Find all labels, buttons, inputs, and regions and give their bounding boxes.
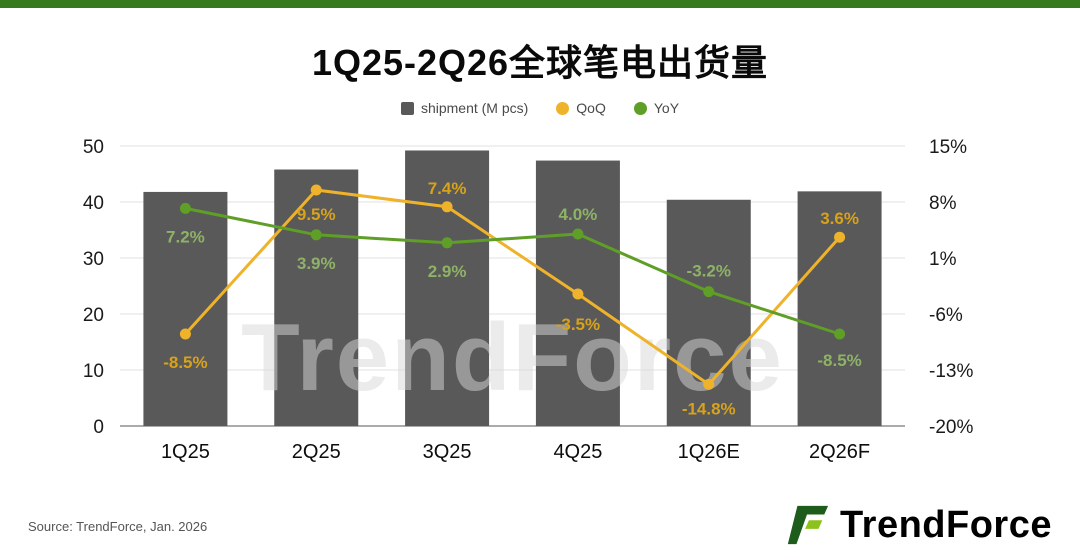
legend-item: YoY [633,100,680,116]
yoy-label: -3.2% [687,262,731,281]
qoq-label: 9.5% [297,205,336,224]
trendforce-logo-text: TrendForce [840,503,1052,546]
qoq-label: -8.5% [163,353,207,372]
shipment-bar [274,169,359,426]
category-label: 3Q25 [423,441,472,463]
category-label: 2Q26F [809,441,870,463]
right-axis-tick: -13% [929,361,973,382]
qoq-line [184,188,841,386]
header-band [0,0,1080,8]
category-label: 1Q25 [161,441,210,463]
left-axis-tick: 40 [83,193,104,214]
yoy-point [703,286,715,298]
yoy-point [834,328,846,340]
yoy-point [179,202,191,214]
yoy-label: 7.2% [166,227,205,246]
legend-label: QoQ [576,100,606,116]
yoy-point [441,237,453,249]
watermark: TrendForce [241,304,784,411]
legend-item: shipment (M pcs) [400,100,529,116]
right-axis-tick: 8% [929,193,957,214]
qoq-point [572,288,584,300]
qoq-label: 7.4% [428,179,467,198]
qoq-point [441,201,453,213]
qoq-label: 3.6% [820,209,859,228]
legend-label: shipment (M pcs) [420,100,529,116]
page-title: 1Q25-2Q26全球笔电出货量 [311,42,769,83]
left-axis-tick: 10 [83,361,104,382]
category-label: 2Q25 [292,441,341,463]
right-axis-tick: 1% [929,249,957,270]
left-axis-tick: 50 [83,137,104,158]
shipment-chart: 0 -20%10 -13%20 -6%30 1%40 8%50 15%TrendForce-… [83,137,974,463]
left-axis-tick: 30 [83,249,104,270]
yoy-line [185,206,841,336]
chart-legend: shipment (M pcs) QoQ YoY [0,100,1080,116]
legend-swatch-circle [633,101,647,115]
yoy-point [572,228,584,240]
yoy-label: 3.9% [297,254,336,273]
trendforce-logo: TrendForce [784,502,1052,548]
trendforce-logo-icon [787,505,829,545]
source-note: Source: TrendForce, Jan. 2026 [28,519,208,534]
legend-label: YoY [653,100,680,116]
qoq-label: -14.8% [682,399,736,418]
legend-swatch-square [400,101,414,115]
legend-item: QoQ [556,100,606,116]
qoq-point [310,184,322,196]
yoy-point [310,229,322,241]
category-label: 1Q26E [678,441,740,463]
qoq-point [834,231,846,243]
left-axis-tick: 0 [93,417,104,438]
qoq-point [703,378,715,390]
shipment-bar [797,191,882,426]
category-label: 4Q25 [553,441,602,463]
qoq-label: -3.5% [556,315,600,334]
right-axis-tick: -6% [929,305,963,326]
shipment-bar [405,150,490,427]
yoy-label: 4.0% [559,205,598,224]
shipment-bar [143,191,228,426]
qoq-point [179,328,191,340]
right-axis-tick: -20% [929,417,973,438]
legend-swatch-circle [556,101,570,115]
yoy-label: 2.9% [428,262,467,281]
yoy-label: -8.5% [817,351,861,370]
right-axis-tick: 15% [929,137,967,158]
left-axis-tick: 20 [83,305,104,326]
